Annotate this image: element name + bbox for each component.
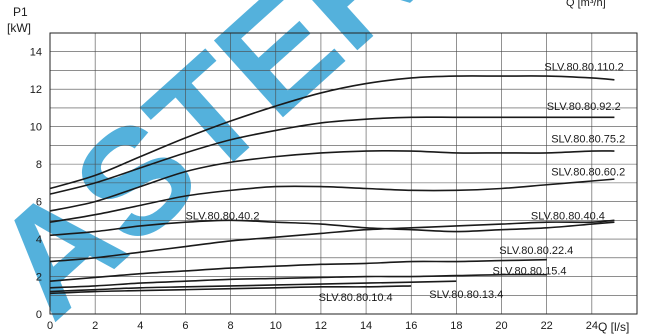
y-axis-title: P1 xyxy=(13,5,28,19)
x-tick-label: 24 xyxy=(586,320,598,332)
series-label: SLV.80.80.40.2 xyxy=(185,210,259,222)
x-tick-label: 8 xyxy=(228,320,234,332)
y-tick-label: 0 xyxy=(36,309,42,321)
series-line xyxy=(49,258,547,283)
y-tick-label: 10 xyxy=(30,122,42,134)
series-label: SLV.80.80.92.2 xyxy=(547,101,621,113)
x-tick-label: 16 xyxy=(405,320,417,332)
series-line xyxy=(49,149,615,212)
series-line xyxy=(49,280,457,293)
series-label: SLV.80.80.13.4 xyxy=(429,289,503,301)
series-line xyxy=(49,178,615,223)
series-label: SLV.80.80.110.2 xyxy=(544,61,623,73)
plot-frame xyxy=(49,32,638,315)
x-tick-label: 4 xyxy=(137,320,143,332)
x-tick-label: 20 xyxy=(495,320,507,332)
series-line xyxy=(49,219,615,237)
top-right-label: Q [m³/h] xyxy=(566,0,606,9)
series-line xyxy=(49,285,412,295)
series-label: SLV.80.80.60.2 xyxy=(551,166,625,178)
series-label: SLV.80.80.75.2 xyxy=(551,134,625,146)
series-line xyxy=(49,219,615,263)
x-tick-label: 0 xyxy=(47,320,53,332)
x-tick-label: 22 xyxy=(541,320,553,332)
series-label: SLV.80.80.22.4 xyxy=(499,245,573,257)
x-tick-label: 12 xyxy=(315,320,327,332)
series-label: SLV.80.80.10.4 xyxy=(319,292,393,304)
series-line xyxy=(49,116,615,195)
x-tick-label: 10 xyxy=(270,320,282,332)
y-tick-label: 14 xyxy=(30,47,42,59)
x-tick-label: 14 xyxy=(360,320,372,332)
series-label: SLV.80.80.40.4 xyxy=(531,210,605,222)
series-layer xyxy=(49,75,615,295)
y-tick-label: 4 xyxy=(36,234,42,246)
series-label-layer: SLV.80.80.110.2 SLV.80.80.92.2 SLV.80.80.7… xyxy=(185,61,625,303)
series-line xyxy=(49,273,547,289)
y-tick-label: 6 xyxy=(36,197,42,209)
series-label: SLV.80.80.15.4 xyxy=(493,266,567,278)
series-line xyxy=(49,75,615,190)
x-tick-label: 2 xyxy=(92,320,98,332)
x-tick-label: 6 xyxy=(182,320,188,332)
y-tick-label: 2 xyxy=(36,272,42,284)
y-axis-unit: [kW] xyxy=(7,21,31,35)
x-tick-label: 18 xyxy=(450,320,462,332)
y-tick-label: 8 xyxy=(36,159,42,171)
x-axis-label: Q [l/s] xyxy=(598,320,629,334)
y-tick-label: 12 xyxy=(30,84,42,96)
